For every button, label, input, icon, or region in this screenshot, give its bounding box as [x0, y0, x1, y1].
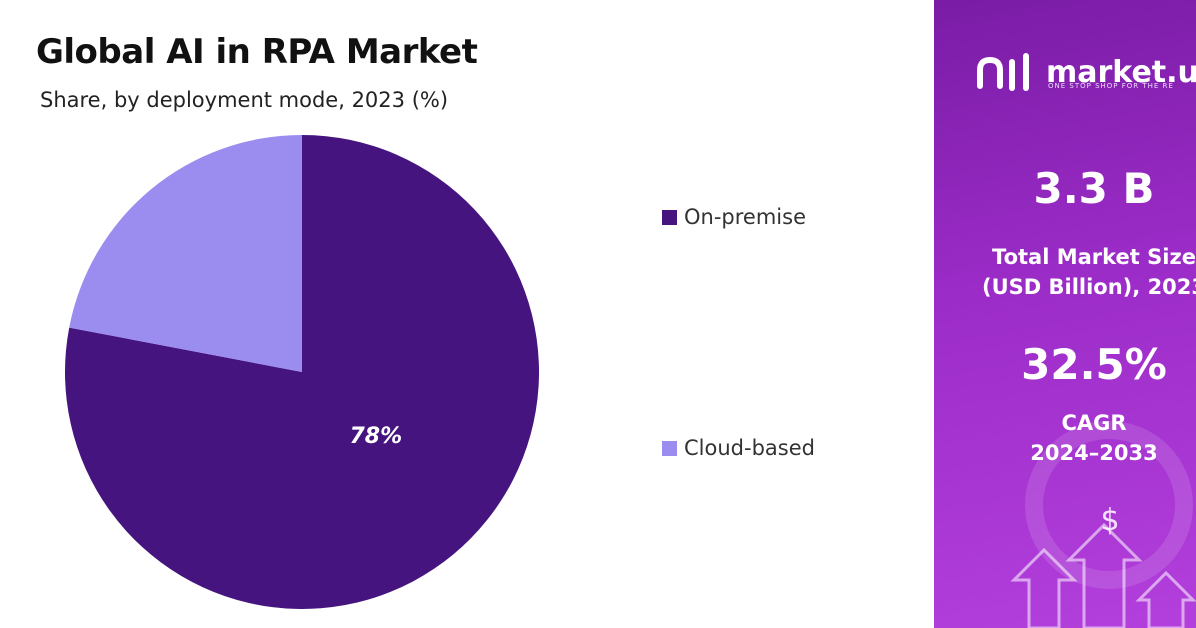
legend-swatch — [662, 440, 677, 456]
cagr-label: CAGR — [1061, 411, 1127, 435]
market-size-label-line2: (USD Billion), 2023 — [981, 275, 1196, 299]
cagr-period: 2024–2033 — [1030, 441, 1158, 465]
legend-label: On-premise — [684, 205, 806, 229]
legend-label: Cloud-based — [684, 436, 815, 460]
chart-subtitle: Share, by deployment mode, 2023 (%) — [40, 88, 449, 112]
legend-swatch — [662, 209, 677, 225]
legend-item-on-premise: On-premise — [662, 205, 806, 229]
growth-arrows-graphic: $ — [1010, 421, 1196, 628]
chart-title: Global AI in RPA Market — [36, 32, 478, 72]
dollar-icon: $ — [1100, 503, 1119, 538]
brand-name: market.u — [1046, 55, 1196, 90]
pie-chart: 78% — [64, 135, 540, 609]
brand-logo: market.u — [976, 48, 1196, 98]
stats-sidebar: $ market.u ONE STOP SHOP FOR THE RE 3.3 … — [934, 0, 1196, 628]
market-logo-icon — [977, 53, 1029, 91]
data-label-on-premise: 78% — [349, 424, 402, 449]
legend-item-cloud-based: Cloud-based — [662, 436, 815, 460]
market-size-label-line1: Total Market Size — [992, 245, 1196, 269]
cagr-value: 32.5% — [1021, 340, 1167, 389]
brand-tagline: ONE STOP SHOP FOR THE RE — [1048, 82, 1174, 90]
pie-slice-cloud-based — [69, 135, 302, 372]
market-size-value: 3.3 B — [1033, 164, 1155, 213]
